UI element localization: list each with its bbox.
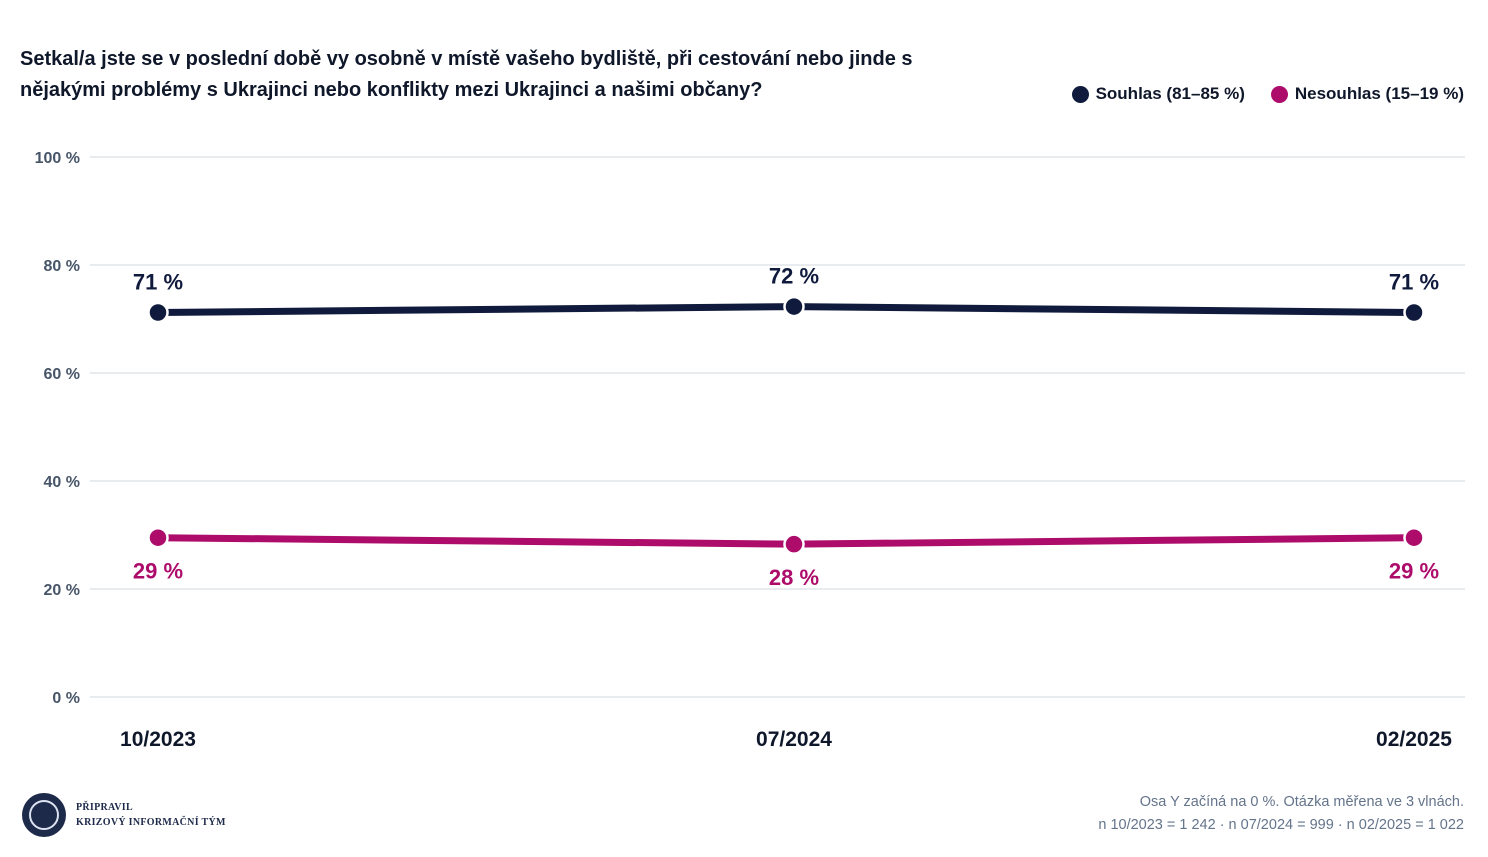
footer-note-sample-sizes: n 10/2023 = 1 242 · n 07/2024 = 999 · n … xyxy=(1098,817,1464,833)
x-tick-label: 02/2025 xyxy=(1376,728,1452,751)
data-label: 71 % xyxy=(133,270,183,295)
data-label: 72 % xyxy=(769,264,819,289)
legend-dot-nesouhlas xyxy=(1270,85,1288,103)
y-tick-label: 0 % xyxy=(52,690,80,707)
logo-line-prepared-by: PŘIPRAVIL xyxy=(76,802,133,813)
legend-label-souhlas: Souhlas (81–85 %) xyxy=(1095,84,1245,103)
data-point xyxy=(147,301,169,324)
y-tick-label: 40 % xyxy=(44,474,80,491)
legend-item-souhlas: Souhlas (81–85 %) xyxy=(1071,84,1245,104)
data-label: 71 % xyxy=(1389,270,1439,295)
legend-item-nesouhlas: Nesouhlas (15–19 %) xyxy=(1270,84,1464,104)
y-tick-label: 100 % xyxy=(35,150,80,167)
crisis-team-seal-icon xyxy=(22,793,66,837)
footer-note: Osa Y začíná na 0 %. Otázka měřena ve 3 … xyxy=(1098,791,1464,837)
data-point xyxy=(147,526,169,549)
legend-dot-souhlas xyxy=(1071,85,1089,103)
data-label: 28 % xyxy=(769,565,819,590)
y-tick-label: 60 % xyxy=(44,366,80,383)
data-point xyxy=(1403,301,1425,324)
data-label: 29 % xyxy=(1389,559,1439,584)
x-tick-label: 07/2024 xyxy=(756,728,832,751)
y-tick-label: 20 % xyxy=(44,582,80,599)
chart-title: Setkal/a jste se v poslední době vy osob… xyxy=(20,48,913,101)
data-point xyxy=(783,533,805,555)
data-point xyxy=(1403,526,1425,549)
footer-logo: PŘIPRAVIL KRIZOVÝ INFORMAČNÍ TÝM xyxy=(22,793,226,837)
legend-label-nesouhlas: Nesouhlas (15–19 %) xyxy=(1294,84,1464,103)
y-tick-label: 80 % xyxy=(44,258,80,275)
data-label: 29 % xyxy=(133,559,183,584)
x-tick-label: 10/2023 xyxy=(120,728,196,751)
footer-note-axis: Osa Y začíná na 0 %. Otázka měřena ve 3 … xyxy=(1139,794,1464,810)
legend: Souhlas (81–85 %) Nesouhlas (15–19 %) xyxy=(1071,84,1464,104)
logo-text: PŘIPRAVIL KRIZOVÝ INFORMAČNÍ TÝM xyxy=(76,800,226,830)
data-point xyxy=(783,295,805,318)
logo-line-team-name: KRIZOVÝ INFORMAČNÍ TÝM xyxy=(76,817,226,828)
